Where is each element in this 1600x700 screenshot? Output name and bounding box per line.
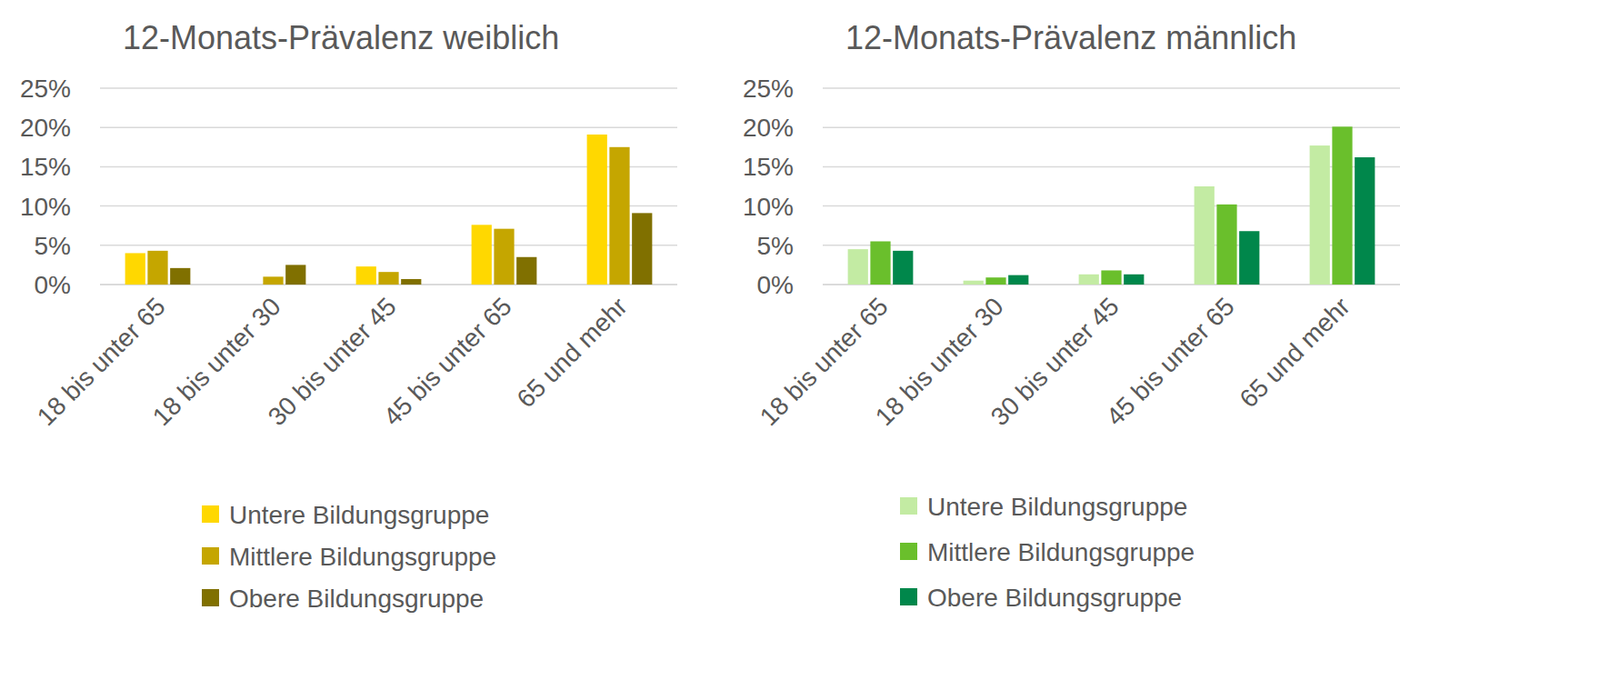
grid-line	[822, 87, 1400, 90]
grid-line	[822, 126, 1400, 129]
bar	[1008, 275, 1029, 285]
legend-label: Mittlere Bildungsgruppe	[229, 542, 497, 571]
bar	[631, 212, 652, 285]
grid-line	[100, 87, 678, 90]
bar	[1216, 204, 1237, 285]
category-label: 45 bis unter 65	[1100, 291, 1240, 431]
tick-label: 25%	[742, 74, 794, 103]
category-label: 65 und mehr	[1234, 291, 1356, 413]
bar	[1354, 157, 1375, 285]
bar	[378, 271, 399, 285]
bar	[471, 224, 492, 285]
title: 12-Monats-Prävalenz männlich	[845, 19, 1297, 57]
tick-label: 20%	[20, 113, 71, 142]
tick-label: 20%	[742, 113, 794, 142]
category-label: 45 bis unter 65	[378, 291, 518, 431]
bar	[1100, 270, 1121, 285]
bar	[1123, 274, 1144, 285]
legend-label: Untere Bildungsgruppe	[927, 492, 1188, 521]
tick-label: 5%	[34, 231, 71, 260]
axis-range	[822, 88, 824, 285]
category-label: 65 und mehr	[511, 291, 633, 413]
bar	[1079, 274, 1100, 285]
legend-label: Obere Bildungsgruppe	[229, 584, 484, 613]
bar	[493, 229, 514, 285]
legend-swatch	[201, 505, 220, 523]
legend-label: Mittlere Bildungsgruppe	[927, 538, 1195, 567]
grid-line	[100, 126, 678, 129]
tick-label: 25%	[20, 74, 71, 103]
bar	[147, 250, 168, 285]
legend-swatch	[900, 497, 918, 515]
tick-label: 10%	[742, 192, 794, 221]
legend-label: Untere Bildungsgruppe	[229, 500, 490, 530]
chart: 12-Monats-Prävalenz männlich 0% 5% 10% 15% 20…	[742, 19, 1400, 612]
bars	[125, 134, 653, 285]
legend-swatch	[900, 588, 918, 606]
tick-label: 0%	[757, 270, 794, 300]
tick-label: 0%	[34, 270, 71, 300]
bar	[125, 252, 146, 285]
bar	[609, 147, 630, 285]
bar	[870, 240, 890, 285]
tick-label: 15%	[20, 152, 71, 181]
charts: 12-Monats-Prävalenz weiblich 0% 5% 10% 15% 20…	[0, 0, 1600, 700]
bar	[262, 276, 283, 285]
bar	[1194, 186, 1215, 285]
bar	[848, 249, 869, 285]
bar	[400, 279, 421, 285]
bar	[985, 277, 1006, 285]
tick-label: 10%	[20, 192, 71, 221]
legend-swatch	[201, 547, 220, 565]
legend-label: Obere Bildungsgruppe	[927, 583, 1182, 612]
bar	[963, 280, 984, 285]
bar	[1239, 230, 1260, 285]
bar	[356, 266, 377, 285]
bar	[285, 264, 306, 285]
title: 12-Monats-Prävalenz weiblich	[122, 19, 560, 57]
legend-swatch	[900, 542, 918, 560]
bar	[892, 250, 913, 285]
chart: 12-Monats-Prävalenz weiblich 0% 5% 10% 15% 20…	[20, 19, 678, 613]
bar	[516, 257, 537, 285]
bar	[170, 268, 190, 285]
bar	[1310, 145, 1330, 285]
tick-label: 15%	[742, 152, 794, 181]
legend-swatch	[201, 589, 220, 607]
axis-range	[100, 88, 101, 285]
tick-label: 5%	[757, 231, 794, 260]
bars	[848, 126, 1376, 285]
bar	[1331, 126, 1352, 285]
bar	[587, 134, 608, 285]
